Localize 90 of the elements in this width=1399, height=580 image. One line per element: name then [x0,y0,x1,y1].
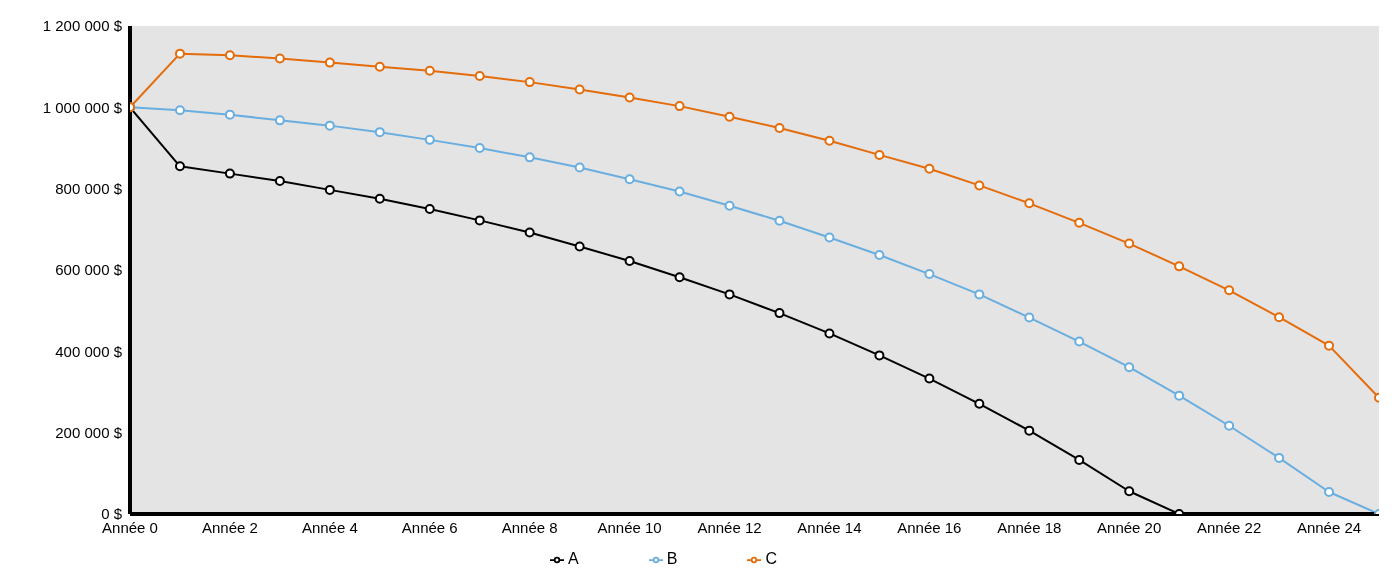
y-tick-label: 0 $ [101,505,123,523]
point [974,398,985,409]
point [774,215,785,226]
point [774,308,785,319]
point [324,57,335,68]
point [424,134,435,145]
point [574,162,585,173]
point [874,149,885,160]
point [1124,362,1135,373]
point [1124,486,1135,497]
point [424,204,435,214]
point [224,109,235,120]
legend-label: C [765,550,777,567]
point [374,127,385,138]
point [674,272,685,283]
y-tick-label: 1 200 000 $ [42,17,123,35]
point [974,289,985,300]
y-tick-label: 400 000 $ [55,342,123,360]
point [174,161,185,172]
point [1324,487,1335,498]
point [474,143,485,153]
point [1074,336,1085,347]
y-tick-label: 1 000 000 $ [42,98,123,116]
point [1174,261,1185,272]
point [924,373,935,384]
point [1074,454,1085,465]
point [374,193,385,204]
point [274,53,285,64]
point [624,92,635,103]
point [1224,285,1235,296]
point [624,256,635,267]
point [824,232,835,243]
point [1024,198,1035,209]
point [474,71,485,82]
point [674,101,685,112]
point [224,168,235,179]
point [724,111,735,122]
x-tick-label: Année 24 [1296,518,1362,536]
legend-label: A [568,550,579,567]
point [174,105,185,116]
point [1024,425,1035,436]
y-tick-label: 800 000 $ [55,179,123,197]
point [824,328,835,339]
point [1224,420,1235,431]
legend-label: B [666,550,678,567]
point [1174,390,1185,401]
point [1324,340,1335,351]
point [724,200,735,211]
point [624,174,635,185]
point [674,186,685,197]
x-tick-label: Année 22 [1197,518,1262,536]
point [324,184,335,195]
point [1074,217,1085,228]
x-tick-label: Année 18 [997,518,1062,536]
x-tick-label: Année 6 [401,518,458,536]
point [1274,312,1285,323]
point [574,84,585,95]
point [224,50,235,61]
point [524,77,535,88]
point [424,65,435,76]
point [774,123,785,134]
point [274,115,285,126]
point [174,48,185,59]
point [874,249,885,260]
point [1274,452,1285,463]
point [474,215,485,226]
point [324,120,335,131]
point [1124,238,1135,249]
point [374,61,385,72]
x-tick-label: Année 4 [301,518,358,536]
point [524,152,535,163]
point [724,289,735,300]
point [1024,312,1035,323]
point [574,241,585,252]
point [274,175,285,186]
y-tick-label: 200 000 $ [55,423,123,441]
point [924,163,935,174]
point [974,180,985,191]
x-tick-label: Année 14 [797,518,862,536]
point [874,350,885,361]
x-tick-label: Année 8 [501,518,558,536]
x-tick-label: Année 10 [597,518,662,536]
x-tick-label: Année 2 [201,518,258,536]
x-tick-label: Année 12 [697,518,762,536]
point [524,227,535,238]
x-tick-label: Année 16 [897,518,962,536]
x-tick-label: Année 20 [1097,518,1162,536]
point [824,135,835,146]
y-tick-label: 600 000 $ [55,261,123,279]
point [924,269,935,280]
